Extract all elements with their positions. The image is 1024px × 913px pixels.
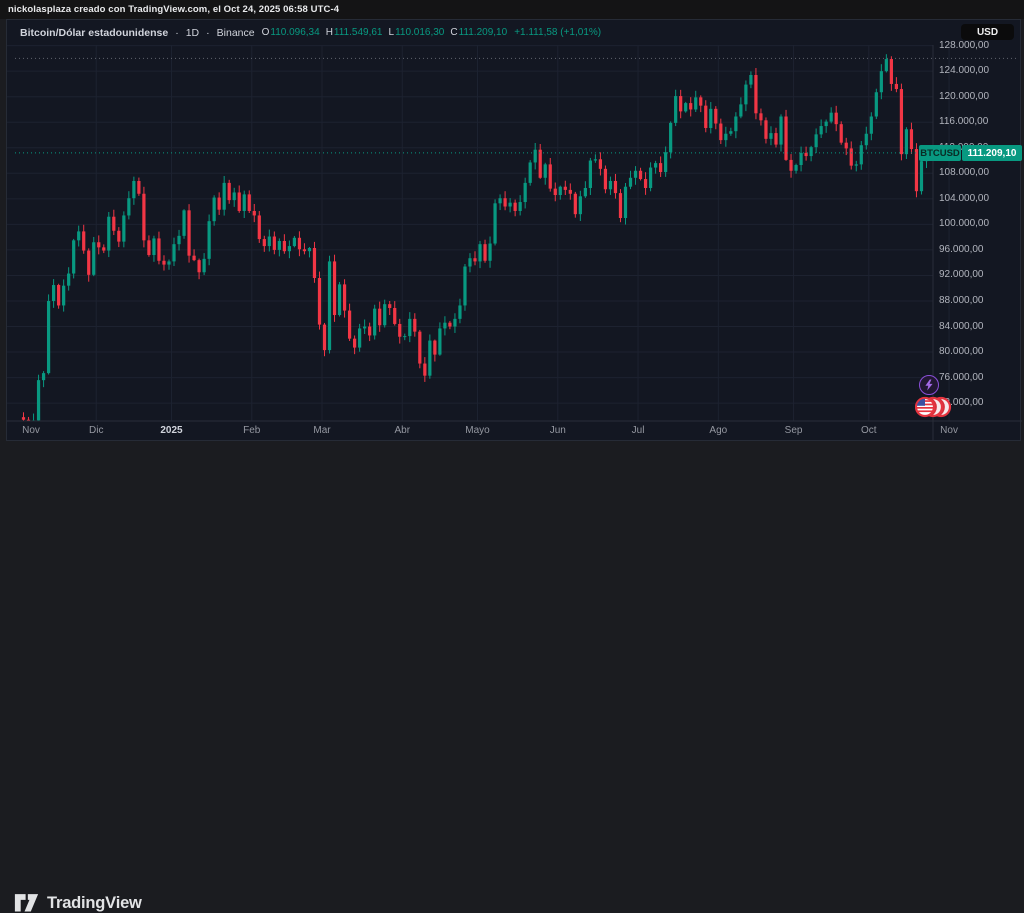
price-tick-label: 72.000,00 <box>939 397 984 409</box>
time-axis-label: Jun <box>549 425 566 436</box>
time-axis-label: Abr <box>394 425 411 436</box>
ohlc-pair: O 110.096,34 <box>261 27 320 38</box>
time-axis-label: Dic <box>89 425 104 436</box>
change-value: +1.111,58 (+1,01%) <box>514 27 602 38</box>
price-tick-label: 128.000,00 <box>939 39 990 51</box>
tradingview-logo[interactable]: TradingView <box>14 893 142 913</box>
ohlc-values: O 110.096,34 H 111.549,61 L 110.016,30 C 111.20… <box>262 27 508 38</box>
separator-dot: · <box>175 26 179 39</box>
chart-header: Bitcoin/Dólar estadounidense · 1D · Bina… <box>7 20 1020 45</box>
time-axis-label: Oct <box>861 425 877 436</box>
markets-button[interactable] <box>914 396 957 418</box>
ohlc-pair: H 111.549,61 <box>325 27 383 38</box>
price-tick-label: 84.000,00 <box>939 320 984 332</box>
price-tick-label: 76.000,00 <box>939 371 984 383</box>
chart-widget: Bitcoin/Dólar estadounidense · 1D · Bina… <box>6 19 1022 442</box>
separator-dot: · <box>206 26 210 39</box>
price-tick-label: 124.000,00 <box>939 65 990 77</box>
time-axis-label: Ago <box>709 425 728 436</box>
tradingview-logo-text: TradingView <box>47 893 142 912</box>
last-price-badge: 111.209,10 <box>962 145 1022 161</box>
time-axis-label: Feb <box>243 425 261 436</box>
interval-label[interactable]: 1D <box>185 26 200 39</box>
boost-button[interactable] <box>919 375 939 395</box>
price-tick-label: 96.000,00 <box>939 243 984 255</box>
time-axis-label: Nov <box>940 425 958 436</box>
attribution-text: nickolasplaza creado con TradingView.com… <box>8 4 340 15</box>
time-axis-label: Sep <box>784 425 803 436</box>
tradingview-mark-icon <box>14 894 39 912</box>
time-axis-label: 2025 <box>160 425 183 436</box>
candlestick-chart[interactable] <box>7 45 1022 442</box>
price-tick-label: 100.000,00 <box>939 218 990 230</box>
time-axis-label: Mayo <box>465 425 490 436</box>
time-axis-label: Jul <box>631 425 645 436</box>
price-tick-label: 104.000,00 <box>939 192 990 204</box>
exchange-label: Binance <box>216 26 255 39</box>
price-tick-label: 108.000,00 <box>939 167 990 179</box>
price-tick-label: 80.000,00 <box>939 346 984 358</box>
price-axis[interactable]: 128.000,00 124.000,00 120.000,00 116.000,00… <box>931 40 1020 421</box>
price-tick-label: 88.000,00 <box>939 294 984 306</box>
price-tick-label: 92.000,00 <box>939 269 984 281</box>
currency-coins-icon <box>914 396 952 418</box>
attribution-bar: nickolasplaza creado con TradingView.com… <box>0 0 1024 19</box>
symbol-title[interactable]: Bitcoin/Dólar estadounidense <box>20 26 169 39</box>
ohlc-pair: L 110.016,30 <box>388 27 445 38</box>
lightning-icon <box>925 379 933 391</box>
currency-toggle-button[interactable]: USD <box>961 24 1014 40</box>
ohlc-pair: C 111.209,10 <box>450 27 508 38</box>
bottom-bar: TradingView <box>0 441 1024 912</box>
price-tick-label: 120.000,00 <box>939 90 990 102</box>
time-axis-label: Nov <box>22 425 40 436</box>
time-axis-label: Mar <box>313 425 331 436</box>
symbol-price-badge: BTCUSD <box>919 145 961 161</box>
price-tick-label: 116.000,00 <box>939 116 989 128</box>
time-axis[interactable]: Nov Dic 2025 Feb Mar Abr Mayo Jun Jul Ago Sep Oct No… <box>7 421 1020 441</box>
